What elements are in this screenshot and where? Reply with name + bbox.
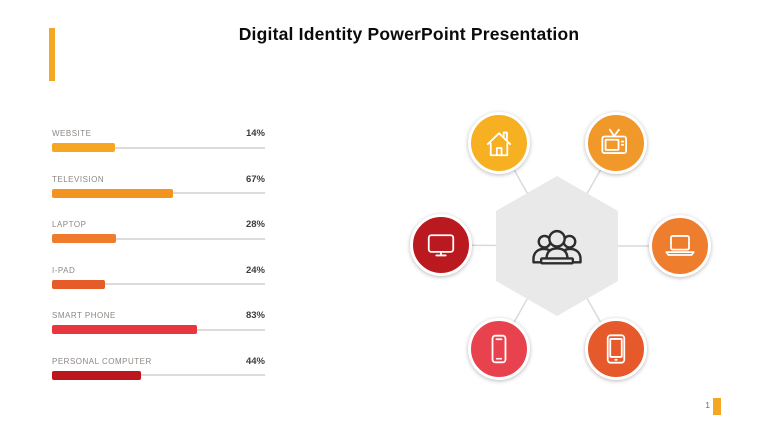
chart-value-label: 67% (245, 173, 265, 185)
laptop-icon (662, 228, 698, 264)
house-node (468, 112, 530, 174)
chart-value-label: 83% (245, 310, 265, 321)
chart-category-label: I-PAD (52, 265, 76, 275)
tv-node (585, 112, 647, 174)
laptop-node (649, 215, 711, 277)
chart-bar (52, 370, 265, 380)
tablet-icon (598, 331, 634, 367)
chart-bar-fill (52, 143, 115, 152)
digital-identity-hexagon-diagram (400, 95, 720, 395)
chart-row: SMART PHONE 83% (52, 310, 265, 334)
device-usage-bar-chart: WEBSITE 14% TELEVISION 67% LAPTOP 28% I-PAD 24%… (52, 128, 265, 401)
chart-bar-fill (52, 234, 116, 243)
chart-category-label: PERSONAL COMPUTER (52, 356, 152, 366)
chart-category-label: TELEVISION (52, 174, 105, 184)
chart-bar (52, 188, 265, 198)
chart-value-label: 28% (245, 219, 265, 230)
chart-bar-fill (52, 188, 174, 198)
people-group-icon (528, 222, 586, 270)
chart-bar-track (52, 283, 265, 285)
chart-row: I-PAD 24% (52, 265, 265, 289)
tablet-node (585, 318, 647, 380)
page-number: 1 (705, 400, 710, 410)
desktop-monitor-node (410, 214, 472, 276)
header-accent-bar (49, 28, 55, 81)
chart-bar (52, 279, 265, 289)
tv-icon (598, 125, 634, 161)
house-icon (481, 125, 517, 161)
chart-category-label: WEBSITE (52, 129, 92, 138)
chart-row: WEBSITE 14% (52, 128, 265, 152)
chart-category-label: SMART PHONE (52, 311, 116, 320)
chart-bar-fill (52, 370, 142, 380)
chart-value-label: 24% (245, 264, 265, 276)
chart-row: TELEVISION 67% (52, 174, 265, 198)
chart-row: PERSONAL COMPUTER 44% (52, 356, 265, 380)
chart-bar-track (52, 374, 265, 376)
smartphone-node (468, 318, 530, 380)
chart-bar-fill (52, 279, 106, 289)
chart-bar (52, 143, 265, 152)
chart-category-label: LAPTOP (52, 220, 87, 229)
chart-bar-track (52, 146, 265, 149)
smartphone-icon (481, 331, 517, 367)
footer-accent-bar (713, 398, 721, 415)
slide-title: Digital Identity PowerPoint Presentation (238, 24, 580, 44)
chart-row: LAPTOP 28% (52, 219, 265, 243)
chart-bar (52, 325, 265, 334)
chart-value-label: 14% (245, 128, 265, 139)
desktop-monitor-icon (423, 227, 459, 263)
chart-bar (52, 234, 265, 243)
chart-bar-track (52, 237, 265, 240)
chart-value-label: 44% (245, 355, 265, 367)
chart-bar-fill (52, 325, 197, 334)
